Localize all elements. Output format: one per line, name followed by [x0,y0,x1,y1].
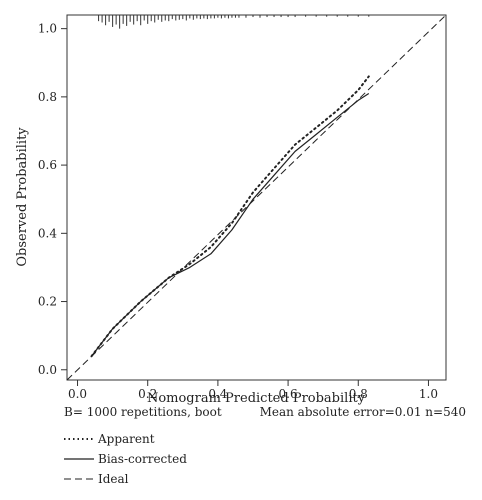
legend-label-bias-corrected: Bias-corrected [98,452,187,466]
y-tick-label: 0.0 [38,363,57,377]
series-line-apparent [90,75,370,358]
y-tick-label: 0.2 [38,295,57,309]
legend-item-ideal: Ideal [64,470,129,488]
x-tick-label: 1.0 [419,387,438,401]
x-tick-label: 0.4 [208,387,227,401]
x-tick-label: 0.8 [349,387,368,401]
series-line-bias-corrected [91,92,370,357]
x-tick-label: 0.2 [138,387,157,401]
x-axis-title: Nomogram Predicted Probability [147,391,366,406]
bootstrap-note: B= 1000 repetitions, boot [64,405,222,419]
y-tick-label: 0.8 [38,90,57,104]
solid-line-icon [64,458,94,460]
plot-frame [66,14,447,381]
y-axis-title: Observed Probability [15,127,30,267]
legend-label-apparent: Apparent [98,432,155,446]
x-tick-label: 0.0 [68,387,87,401]
calibration-chart: 0.0 0.2 0.4 0.6 0.8 1.0 0.0 0.2 0.4 0.6 0.8 1.0 Nom… [15,14,447,406]
legend-label-ideal: Ideal [98,472,129,486]
x-tick-label: 0.6 [279,387,298,401]
legend-item-apparent: Apparent [64,430,155,448]
legend-item-bias-corrected: Bias-corrected [64,450,187,468]
dashed-line-icon [64,478,94,480]
y-tick-label: 1.0 [38,22,57,36]
series-line-ideal [66,14,447,381]
dotted-line-icon [64,438,94,440]
y-tick-label: 0.6 [38,158,57,172]
y-tick-label: 0.4 [38,226,57,240]
mae-note: Mean absolute error=0.01 n=540 [259,405,466,419]
